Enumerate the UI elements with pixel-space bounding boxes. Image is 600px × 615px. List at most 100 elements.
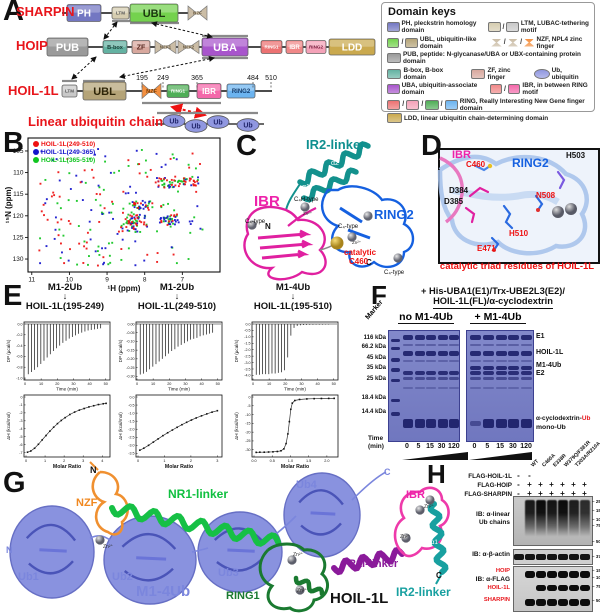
gel-band <box>482 344 494 347</box>
dh-ytick: -0.5 <box>128 403 134 407</box>
ir2-tail <box>435 571 443 585</box>
dh-ytick: -4 <box>19 427 22 431</box>
ring1-label: RING1 <box>226 590 260 602</box>
domain-label-ring1: RING1 <box>171 89 185 94</box>
actin-band-lane-6 <box>569 554 579 560</box>
panel-letter-e: E <box>3 280 23 312</box>
ibr-label: IBR <box>452 149 471 161</box>
domain-label-zf: ZF <box>137 45 146 52</box>
dp-ytick: -0.4 <box>16 344 22 348</box>
domain-label-ubl: UBL <box>143 8 166 20</box>
dp-ytick: -0.20 <box>126 357 134 361</box>
interaction-arrow-2 <box>151 21 213 39</box>
nzf-n-tail <box>89 461 99 471</box>
h-sharpin-cell-4: + <box>549 489 554 498</box>
residue-number-510: 510 <box>265 75 277 82</box>
dp-ytick: -1.0 <box>16 376 22 380</box>
gel-band <box>521 377 533 380</box>
ibr-beta-strand-1 <box>257 229 312 240</box>
panel-b-nmr-spectrum: 11 10 9 8 7 105 110 115 120 125 130 ¹H (ppm) ¹⁵N (pp… <box>4 137 221 293</box>
gel-band <box>495 344 507 347</box>
dp-xtick: 40 <box>199 382 203 386</box>
gel-band <box>403 419 413 429</box>
dp-ylabel: DP (µcal/s) <box>234 339 239 362</box>
dp-xtick: 30 <box>183 382 187 386</box>
domain-row-hoip: PUB B-box ZF NZF1 NZF2 UBA RING1 IBR RING2 LDD <box>46 34 376 60</box>
panel-f-header: + His-UBA1(E1)/Trx-UBE2L3(E2)/ HOIL-1L(F… <box>390 286 596 309</box>
panel-letter-h: H <box>427 459 446 489</box>
ibr-ribbon <box>243 205 327 281</box>
gel-band-label-e1: E1 <box>536 333 545 340</box>
c4-type-label-1: C₄-type <box>245 219 266 225</box>
ubiquitin-oval-1: Ub <box>162 114 186 128</box>
gel-band <box>391 398 400 403</box>
gel-band <box>437 371 448 376</box>
domain-box-pub: PUB <box>46 37 89 57</box>
ir2-linker-label: IR2-linker <box>396 585 451 599</box>
flag-band-hoip-lane-2 <box>525 571 535 578</box>
gel-band <box>521 365 533 370</box>
gel-band <box>495 371 507 376</box>
c4h-type-label: C₄H-type <box>294 197 319 203</box>
marker-size-116: 116 kDa <box>363 335 386 342</box>
flag-band-hoip-lane-5 <box>558 571 568 578</box>
dp-xtick: 50 <box>104 382 108 386</box>
domain-box-ph: PH <box>66 4 102 22</box>
zn-sphere-3 <box>347 232 357 242</box>
zn-label-ring1a: Zn²⁺ <box>293 552 304 558</box>
domain-label-ibr: IBR <box>289 45 300 51</box>
flag-band-sharpin-lane-4 <box>547 599 557 606</box>
panel-letter-c: C <box>236 130 257 162</box>
dp-ytick: 0.0 <box>18 322 23 326</box>
domain-color-swatch <box>387 99 401 110</box>
blot3-marker-150: – 150 kDa <box>592 568 600 573</box>
dp-ytick: -2.5 <box>244 354 250 358</box>
c460-stick <box>474 164 492 172</box>
h-hoip-cell-3: + <box>538 480 543 489</box>
ring2-ribbon-light <box>437 154 589 256</box>
dh-ytick: -3.0 <box>128 444 134 448</box>
domain-box-ring1: RING1 <box>166 84 190 98</box>
ub-chain-smear-lane-3 <box>536 500 546 538</box>
dp-ytick: 0.00 <box>128 322 135 326</box>
gel-band <box>426 344 436 347</box>
domain-label-uba: UBA <box>213 42 237 54</box>
h510-stick <box>502 204 514 230</box>
ub1-domain <box>9 505 95 599</box>
gel-band <box>426 377 436 380</box>
zn-label-nzf: Zn²⁺ <box>103 544 114 550</box>
dh-ytick: -3 <box>19 419 22 423</box>
dp-xtick: 40 <box>315 382 319 386</box>
time-label: Time (min) <box>168 387 190 392</box>
ubiquitin-oval-4: Ub <box>236 118 260 132</box>
gel1-time-15: 15 <box>426 443 434 450</box>
blot2-label: IB: α-β-actin <box>472 551 510 558</box>
itc-plot-2: 0.00-0.05-0.10-0.15-0.20-0.25-0.300 10 20 3… <box>118 321 223 470</box>
gel-band <box>508 419 520 429</box>
domain-color-swatch <box>489 84 502 94</box>
domain-keys-row-7: LDD, linear ubiquitin chain-determining … <box>387 113 589 123</box>
residue-number-195: 195 <box>136 75 148 82</box>
domain-key-text: NZF, NPL4 zinc finger <box>536 35 583 50</box>
marker-size-45: 45 kDa <box>366 355 386 362</box>
nmr-xtick: 10 <box>66 277 74 284</box>
dp-xtick: 0 <box>136 382 138 386</box>
domain-key-entry: Ub, ubiquitin <box>534 67 589 81</box>
r1i-linker-label: R1I-linker <box>348 558 399 570</box>
domain-key-text: IBR, in between RING motif <box>522 82 588 96</box>
actin-band-lane-7 <box>580 554 590 560</box>
domain-key-entry: / LTM, LUBAC-tethering motif <box>488 20 589 34</box>
dp-ytick: -0.25 <box>126 366 134 370</box>
hoil-1l-label: HOIL-1L <box>330 590 389 607</box>
domain-key-entry: PH, pleckstrin homology domain <box>387 20 482 34</box>
gel-band <box>414 335 425 341</box>
ub-chain-smear-lane-5 <box>558 500 568 538</box>
dh-ylabel: ΔH (kcal/mol) <box>234 412 239 440</box>
gel-band <box>414 419 425 429</box>
gel-band <box>426 419 436 429</box>
h510-label: H510 <box>509 229 529 238</box>
dp-xtick: 10 <box>151 382 155 386</box>
gel2-time-30: 30 <box>508 443 517 450</box>
dh-xtick: 3 <box>82 459 84 463</box>
gel-band <box>403 387 413 390</box>
